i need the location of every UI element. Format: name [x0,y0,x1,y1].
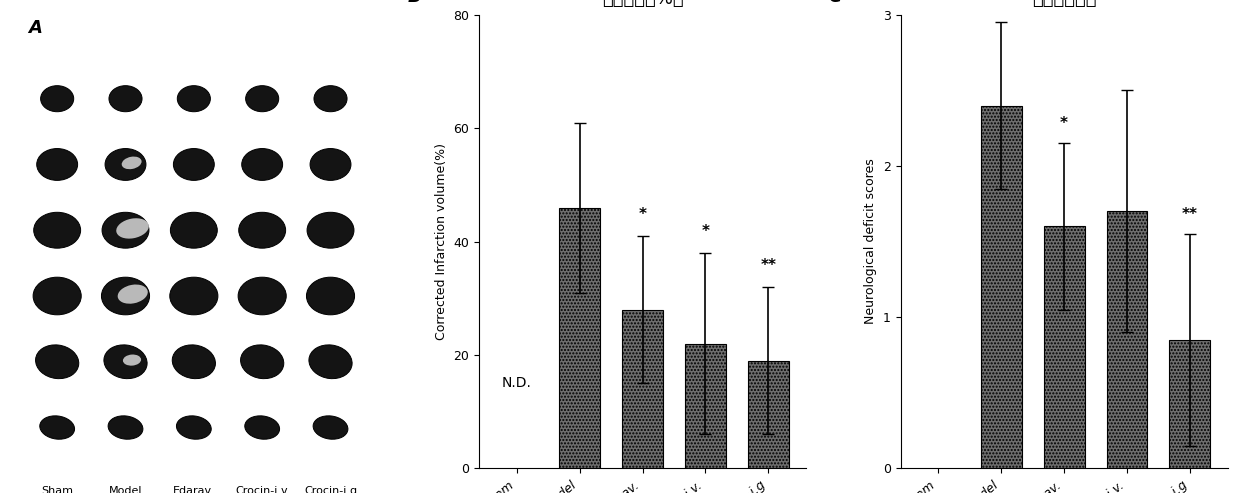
Bar [981,106,1022,468]
Title: 神经行为评分: 神经行为评分 [1032,0,1096,8]
Text: *: * [702,224,709,239]
Ellipse shape [170,277,218,315]
Ellipse shape [174,148,215,180]
Bar [1044,226,1085,468]
Ellipse shape [308,212,353,248]
Ellipse shape [102,277,150,315]
Text: C: C [828,0,842,5]
Ellipse shape [170,212,217,248]
Text: *: * [1060,116,1068,131]
Bar [748,361,789,468]
Ellipse shape [239,212,285,248]
Ellipse shape [238,277,286,315]
Ellipse shape [33,212,81,248]
Ellipse shape [309,345,352,379]
Ellipse shape [122,157,141,169]
Ellipse shape [109,86,143,112]
Ellipse shape [314,86,347,112]
Text: B: B [407,0,420,5]
Ellipse shape [102,212,149,248]
Ellipse shape [176,416,211,439]
Bar [1169,340,1210,468]
Text: **: ** [1182,207,1198,222]
Text: N.D.: N.D. [502,376,532,390]
Ellipse shape [104,345,148,379]
Bar [1106,211,1147,468]
Text: *: * [639,207,646,222]
Ellipse shape [40,416,74,439]
Ellipse shape [37,148,78,180]
Y-axis label: Corrected Infarction volume(%): Corrected Infarction volume(%) [435,143,448,340]
Ellipse shape [177,86,211,112]
Ellipse shape [306,277,355,315]
Ellipse shape [123,354,141,366]
Ellipse shape [314,416,348,439]
Ellipse shape [172,345,216,379]
Ellipse shape [36,345,79,379]
Text: Sham: Sham [41,487,73,493]
Ellipse shape [310,148,351,180]
Text: Model: Model [109,487,143,493]
Ellipse shape [117,218,149,239]
Ellipse shape [118,284,148,304]
Bar [684,344,725,468]
Ellipse shape [244,416,279,439]
Title: 棒死体积（%）: 棒死体积（%） [601,0,683,8]
Bar [622,310,663,468]
Ellipse shape [242,148,283,180]
Bar [559,208,600,468]
Ellipse shape [246,86,279,112]
Text: A: A [29,19,42,37]
Text: Crocin-i.g: Crocin-i.g [304,487,357,493]
Text: Crocin-i.v: Crocin-i.v [236,487,289,493]
Text: **: ** [760,258,776,273]
Ellipse shape [41,86,73,112]
Text: Edarav.: Edarav. [172,487,215,493]
Ellipse shape [108,416,143,439]
Ellipse shape [105,148,146,180]
Y-axis label: Neurological deficit scores: Neurological deficit scores [864,159,878,324]
Ellipse shape [241,345,284,379]
Ellipse shape [33,277,82,315]
